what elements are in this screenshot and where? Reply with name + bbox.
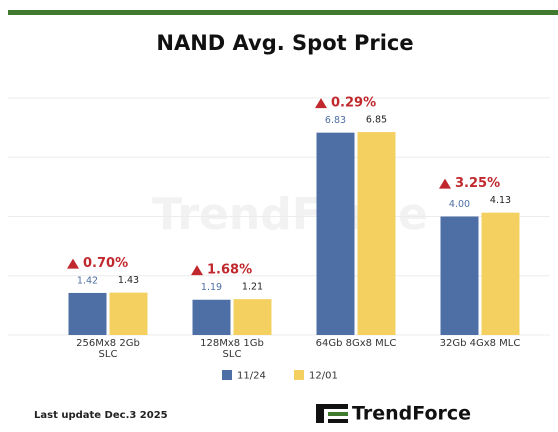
- legend-swatch: [222, 370, 232, 380]
- brand: TrendForce: [352, 403, 471, 425]
- value-label: 1.43: [118, 275, 139, 286]
- change-label: 1.68%: [207, 263, 252, 278]
- up-triangle: [315, 98, 327, 109]
- value-label: 1.21: [242, 282, 263, 293]
- up-triangle: [439, 178, 451, 189]
- x-tick-label: 32Gb 4Gx8 MLC: [440, 338, 521, 349]
- change-label: 0.29%: [331, 96, 376, 111]
- chart-title: NAND Avg. Spot Price: [156, 31, 413, 55]
- change-label: 0.70%: [83, 256, 128, 271]
- top-bar: [8, 10, 558, 15]
- up-triangle: [191, 265, 203, 276]
- bar: [481, 212, 520, 335]
- legend-swatch: [294, 370, 304, 380]
- bar: [357, 132, 396, 335]
- value-label: 6.83: [325, 115, 346, 126]
- x-tick-label: 128Mx8 1Gb SLC: [200, 338, 264, 360]
- value-label: 4.13: [490, 195, 511, 206]
- logo-icon: [316, 404, 348, 423]
- x-tick-label: 256Mx8 2Gb SLC: [76, 338, 140, 360]
- up-triangle: [67, 258, 79, 269]
- value-label: 1.42: [77, 275, 98, 286]
- bar: [440, 216, 479, 335]
- value-label: 6.85: [366, 115, 387, 126]
- value-label: 1.19: [201, 282, 222, 293]
- bar: [109, 292, 148, 335]
- legend-label: 11/24: [237, 371, 266, 382]
- x-tick-label: 64Gb 8Gx8 MLC: [316, 338, 397, 349]
- bar: [316, 132, 355, 335]
- bar: [68, 292, 107, 335]
- legend-label: 12/01: [309, 371, 338, 382]
- bar: [233, 299, 272, 335]
- value-label: 4.00: [449, 199, 470, 210]
- bar: [192, 299, 231, 335]
- change-label: 3.25%: [455, 176, 500, 191]
- footer: Last update Dec.3 2025: [34, 410, 168, 421]
